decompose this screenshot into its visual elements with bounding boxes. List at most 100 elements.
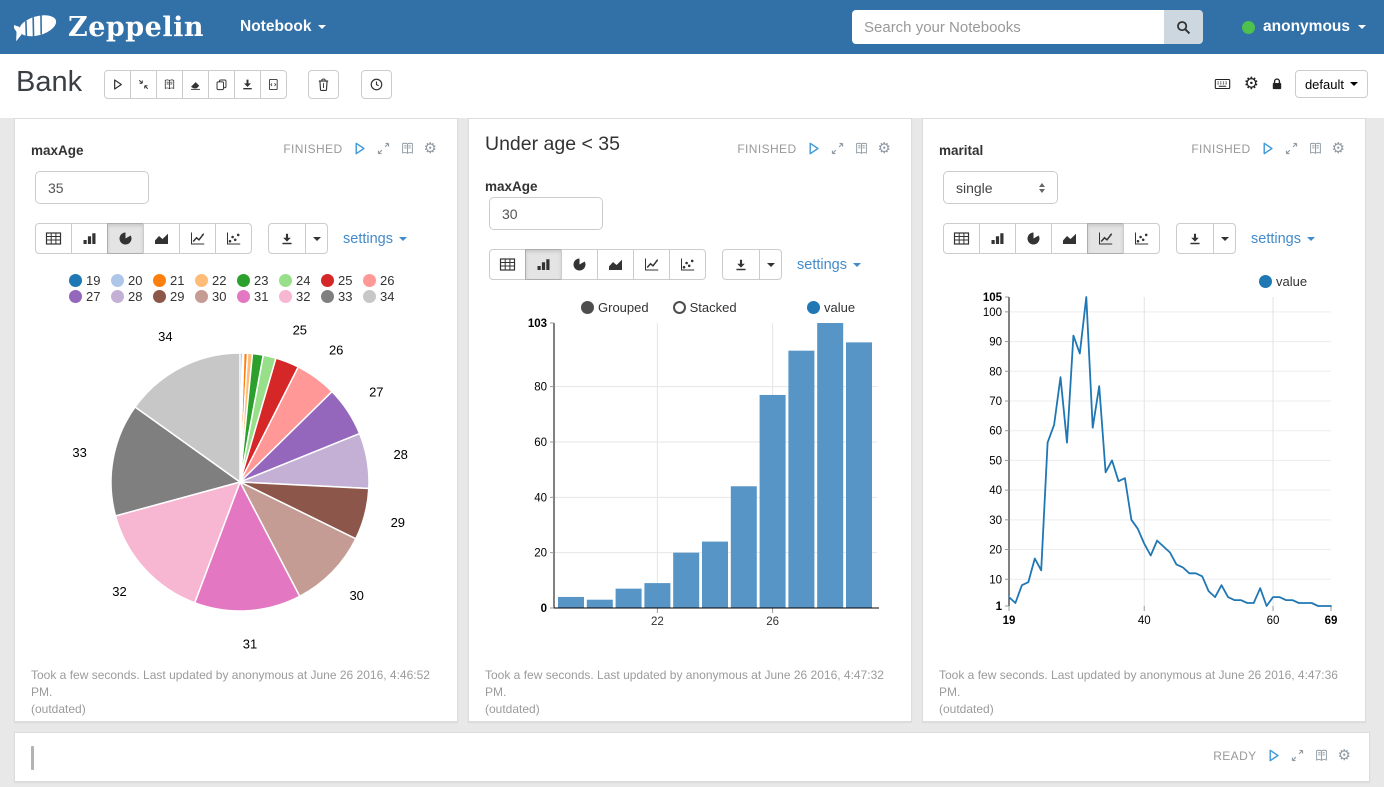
chevron-down-icon [318,25,327,29]
hide-code-button[interactable] [130,70,157,99]
user-menu[interactable]: anonymous [1242,0,1366,54]
settings-link[interactable]: settings [797,257,861,273]
marital-select[interactable]: single [943,171,1058,204]
line-chart-icon [189,231,206,246]
legend-dot-icon [321,273,334,287]
zeppelin-brand[interactable]: Zeppelin [14,7,204,47]
svg-text:32: 32 [112,584,126,599]
show-editor-icon[interactable] [1314,748,1329,763]
bar-chart-button[interactable] [71,223,108,254]
series-legend[interactable]: value [807,300,855,315]
gear-icon[interactable]: ⚙ [1337,746,1351,764]
pie-chart-button[interactable] [561,249,598,280]
line-chart-button[interactable] [179,223,216,254]
line-chart-button[interactable] [633,249,670,280]
series-legend[interactable]: value [1259,274,1307,289]
clear-output-button[interactable] [182,70,209,99]
legend-item[interactable]: 34 [363,288,405,304]
svg-text:100: 100 [983,307,1002,319]
bar-chart-button[interactable] [525,249,562,280]
show-editor-icon[interactable] [400,141,415,156]
legend-item[interactable]: 27 [69,288,111,304]
table-button[interactable] [35,223,72,254]
settings-link[interactable]: settings [1251,231,1315,247]
empty-paragraph[interactable]: READY ⚙ [14,732,1370,782]
legend-item[interactable]: 25 [321,272,363,288]
gear-icon[interactable]: ⚙ [423,139,437,157]
legend-item[interactable]: 32 [279,288,321,304]
scatter-chart-button[interactable] [1123,223,1160,254]
area-chart-button[interactable] [1051,223,1088,254]
zeppelin-logo-icon [14,7,60,47]
delete-note-button[interactable] [308,70,339,99]
search-button[interactable] [1164,10,1203,44]
search-input[interactable] [852,10,1164,44]
area-chart-button[interactable] [143,223,180,254]
legend-item[interactable]: 23 [237,272,279,288]
download-caret-button[interactable] [1213,223,1236,254]
run-paragraph-icon[interactable] [1266,748,1281,763]
legend-item[interactable]: 29 [153,288,195,304]
export-notebook-button[interactable] [234,70,261,99]
download-button[interactable] [722,249,760,280]
clone-notebook-button[interactable] [208,70,235,99]
mode-grouped[interactable]: Grouped [581,300,649,315]
legend-item[interactable]: 21 [153,272,195,288]
show-editor-icon[interactable] [1308,141,1323,156]
download-caret-button[interactable] [305,223,328,254]
settings-link[interactable]: settings [343,231,407,247]
hide-output-button[interactable] [156,70,183,99]
run-paragraph-icon[interactable] [806,141,821,156]
expand-paragraph-icon[interactable] [1290,748,1305,763]
expand-paragraph-icon[interactable] [1284,141,1299,156]
legend-item[interactable]: 31 [237,288,279,304]
legend-item[interactable]: 20 [111,272,153,288]
legend-item[interactable]: 19 [69,272,111,288]
mode-stacked[interactable]: Stacked [672,300,737,315]
interpreter-binding-button[interactable]: default [1294,70,1368,98]
download-button[interactable] [1176,223,1214,254]
line-chart-button[interactable] [1087,223,1124,254]
legend-dot-icon [69,289,82,303]
legend-item[interactable]: 26 [363,272,405,288]
expand-paragraph-icon[interactable] [830,141,845,156]
legend-item[interactable]: 28 [111,288,153,304]
bar-chart-button[interactable] [979,223,1016,254]
show-editor-icon[interactable] [854,141,869,156]
run-all-button[interactable] [104,70,131,99]
scatter-chart-button[interactable] [669,249,706,280]
brand-title: Zeppelin [68,11,204,43]
maxage-input[interactable] [489,197,603,230]
run-paragraph-icon[interactable] [1260,141,1275,156]
chevron-down-icon [1350,82,1358,86]
table-button[interactable] [489,249,526,280]
pie-chart-button[interactable] [107,223,144,254]
run-paragraph-icon[interactable] [352,141,367,156]
legend-item[interactable]: 30 [195,288,237,304]
legend-item[interactable]: 24 [279,272,321,288]
paragraph-status: FINISHED [1191,141,1251,156]
download-button[interactable] [268,223,306,254]
keyboard-shortcuts-icon[interactable] [1212,76,1233,92]
expand-paragraph-icon[interactable] [376,141,391,156]
legend-item[interactable]: 22 [195,272,237,288]
trash-icon [316,77,331,92]
download-caret-button[interactable] [759,249,782,280]
table-button[interactable] [943,223,980,254]
gear-icon[interactable]: ⚙ [1331,139,1345,157]
notebook-menu[interactable]: Notebook [240,0,327,54]
gear-icon[interactable]: ⚙ [877,139,891,157]
scheduler-button[interactable] [361,70,392,99]
legend-dot-icon [363,273,376,287]
scatter-chart-button[interactable] [215,223,252,254]
commit-notebook-button[interactable] [260,70,287,99]
pie-chart-button[interactable] [1015,223,1052,254]
legend-dot-icon [195,273,208,287]
legend-item[interactable]: 33 [321,288,363,304]
lock-icon[interactable] [1270,76,1284,92]
gear-icon[interactable]: ⚙ [1243,73,1259,94]
svg-text:40: 40 [1138,615,1151,627]
area-chart-button[interactable] [597,249,634,280]
collapse-icon [137,78,150,91]
maxage-input[interactable] [35,171,149,204]
